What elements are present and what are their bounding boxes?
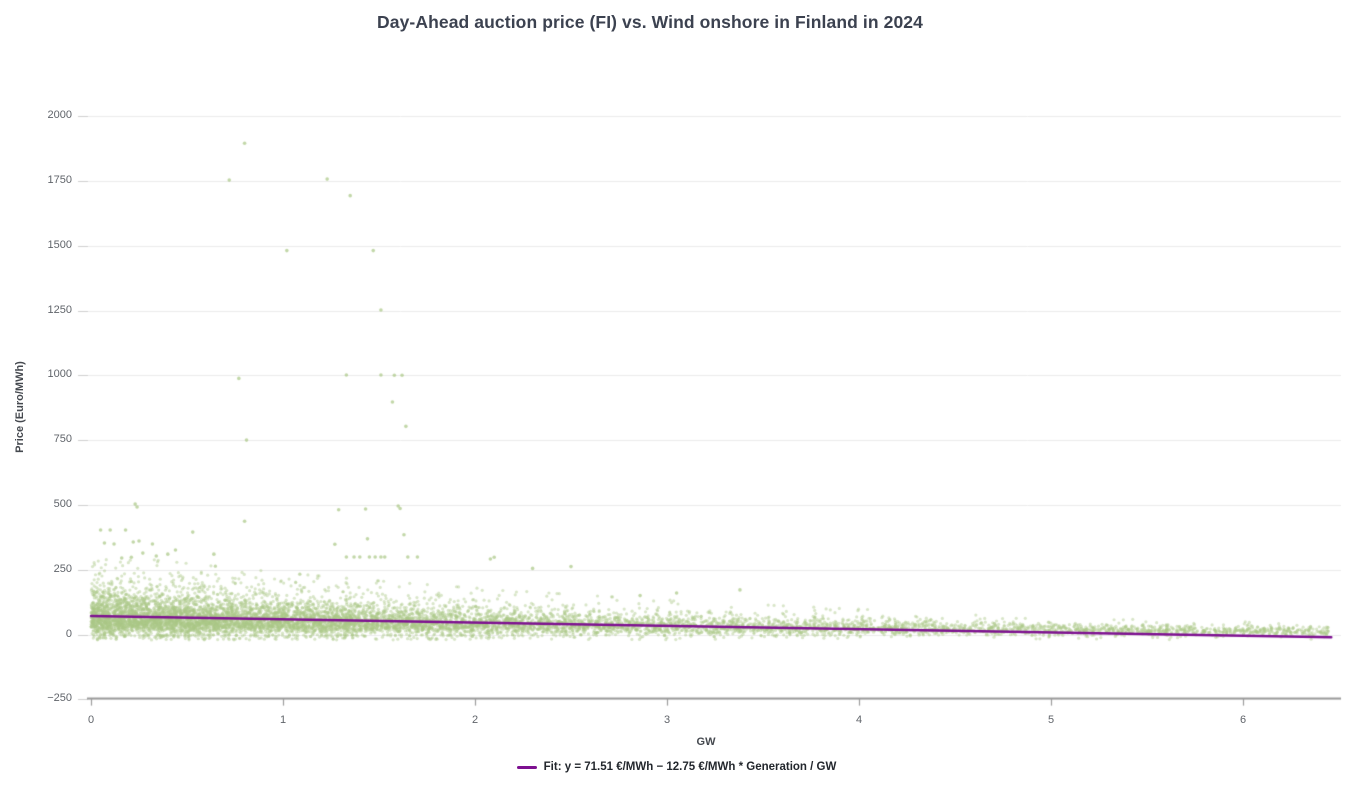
- x-tick-label: 2: [471, 714, 479, 726]
- y-tick-label: 1500: [47, 238, 72, 251]
- y-tick-label: 0: [65, 627, 72, 640]
- legend-fit-line-marker: [516, 765, 537, 769]
- x-tick-label: 4: [855, 714, 863, 726]
- x-tick-label: 6: [1239, 714, 1247, 726]
- y-tick-label: 1250: [47, 303, 72, 316]
- y-tick-label: 1000: [47, 368, 72, 381]
- y-tick-label: 500: [53, 497, 72, 510]
- y-tick-label: 2000: [47, 109, 72, 122]
- x-tick-label: 1: [279, 714, 287, 726]
- x-tick-label: 5: [1047, 714, 1055, 726]
- y-tick-label: 750: [53, 433, 72, 446]
- y-tick-label: −250: [47, 692, 72, 705]
- chart-title: Day-Ahead auction price (FI) vs. Wind on…: [377, 12, 923, 32]
- legend-fit-label: Fit: y = 71.51 €/MWh − 12.75 €/MWh * Gen…: [543, 761, 837, 773]
- x-tick-label: 3: [663, 714, 671, 726]
- y-tick-label: 250: [53, 562, 72, 575]
- x-tick-label: 0: [87, 714, 95, 726]
- y-tick-label: 1750: [47, 173, 72, 186]
- legend-fit[interactable]: Fit: y = 71.51 €/MWh − 12.75 €/MWh * Gen…: [0, 761, 1353, 773]
- x-axis-title: GW: [696, 736, 716, 748]
